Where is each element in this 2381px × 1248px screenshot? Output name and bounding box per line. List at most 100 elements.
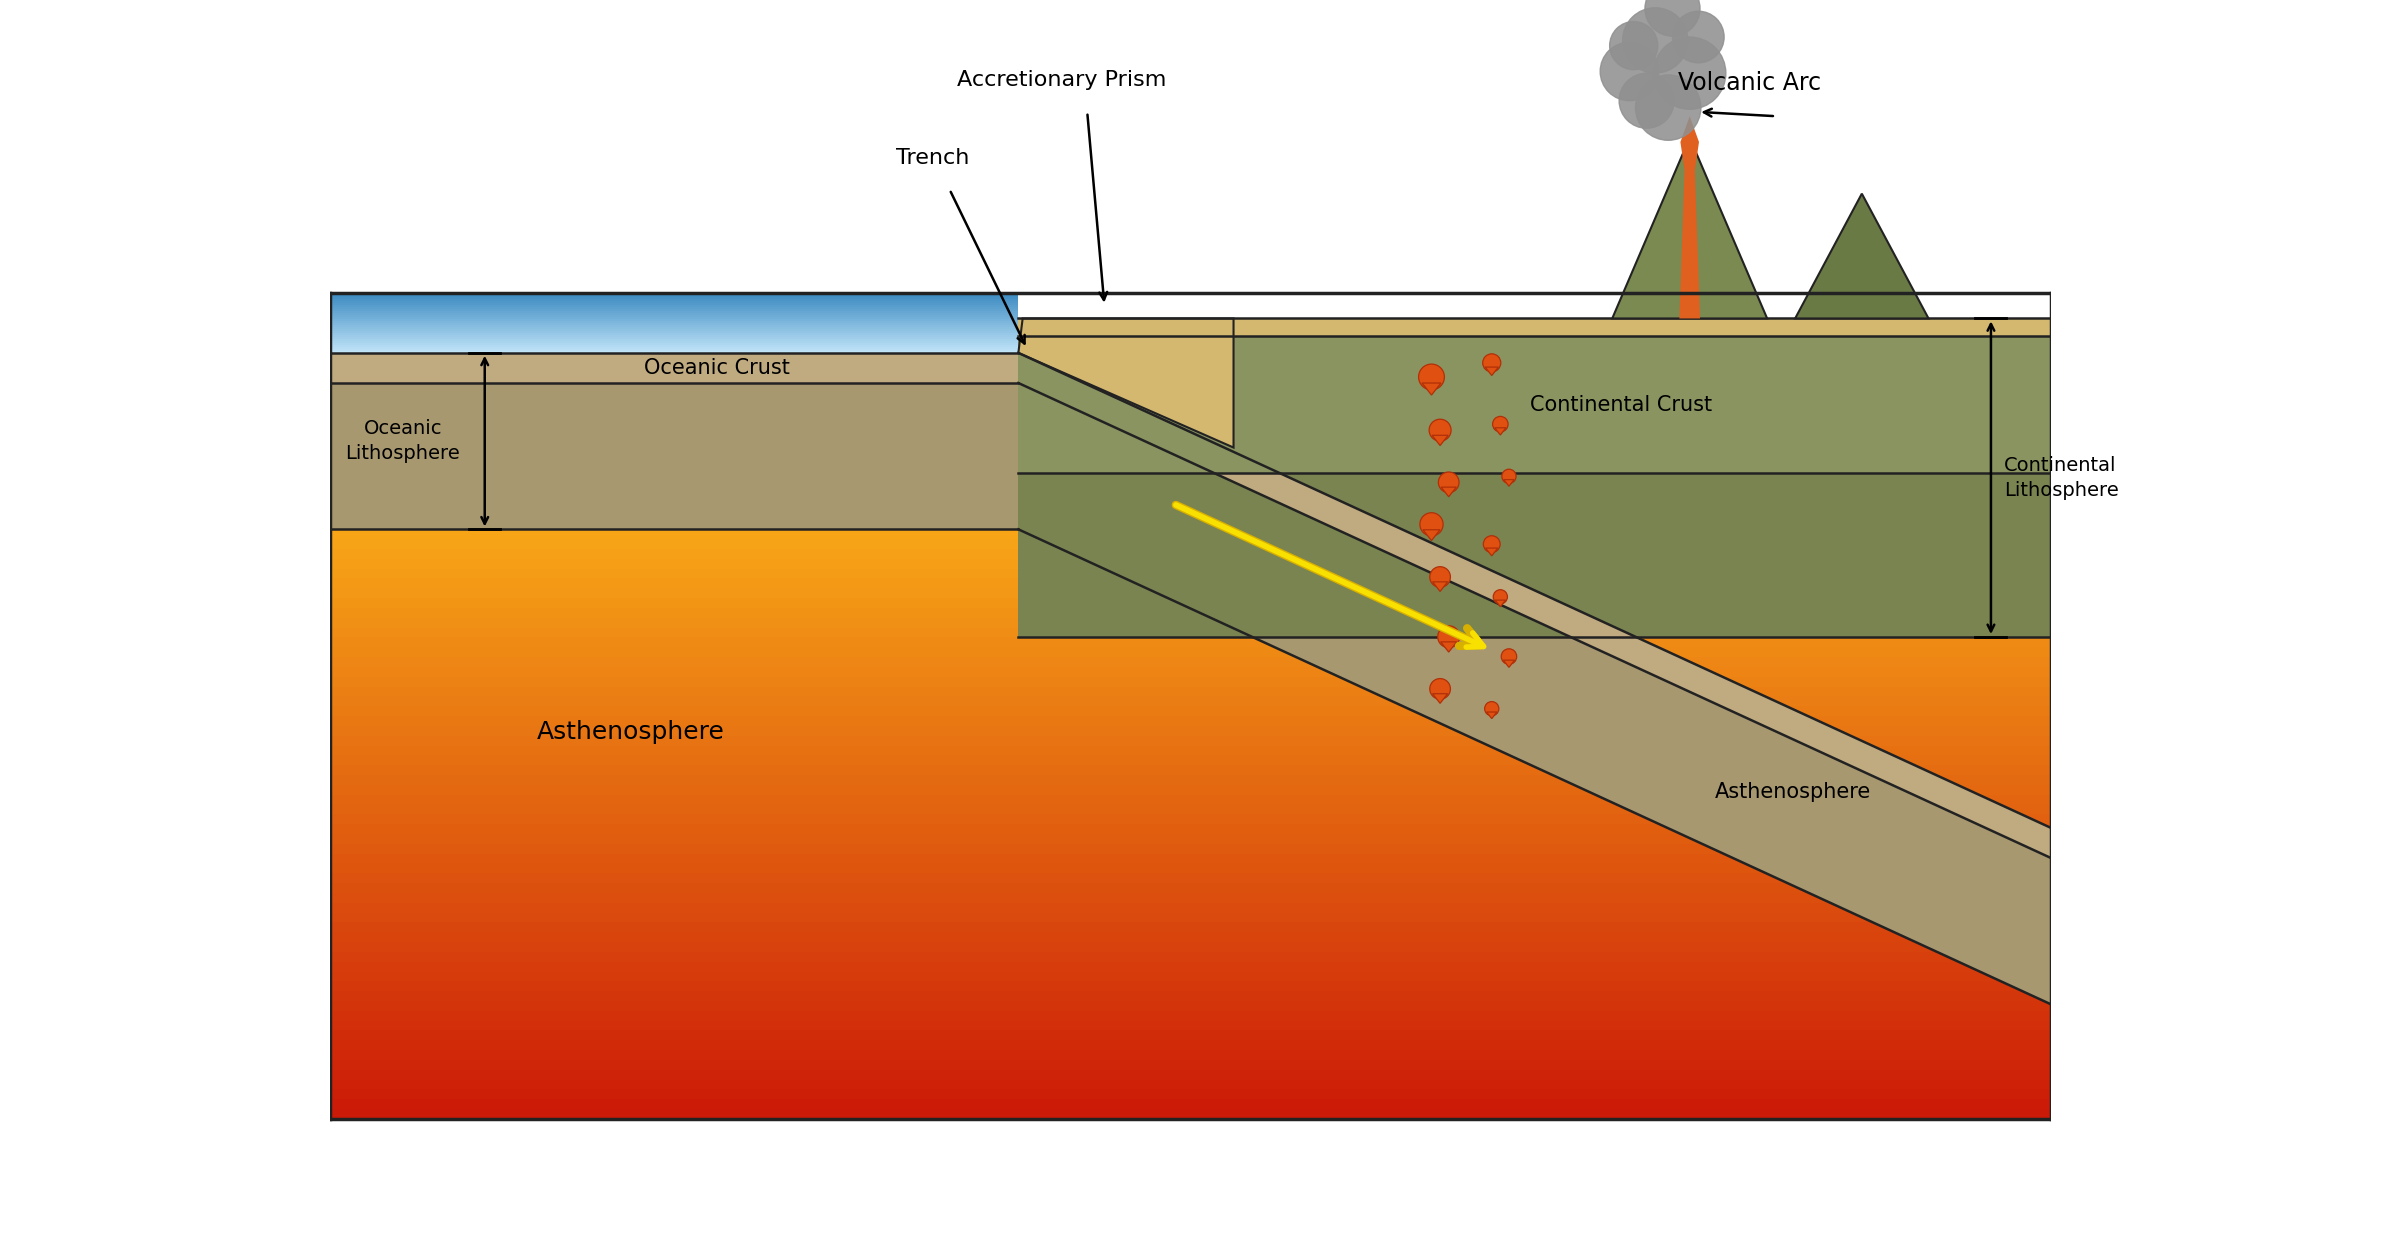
Polygon shape xyxy=(331,1070,2050,1080)
Circle shape xyxy=(1610,21,1657,70)
Polygon shape xyxy=(331,648,2050,656)
Circle shape xyxy=(1619,74,1674,129)
Ellipse shape xyxy=(1500,649,1517,664)
Polygon shape xyxy=(331,297,1019,298)
Polygon shape xyxy=(331,539,2050,549)
Polygon shape xyxy=(331,834,2050,844)
Polygon shape xyxy=(331,656,2050,666)
Polygon shape xyxy=(331,334,1019,337)
Polygon shape xyxy=(331,1050,2050,1060)
Polygon shape xyxy=(331,598,2050,608)
Polygon shape xyxy=(331,569,2050,579)
Polygon shape xyxy=(331,328,1019,331)
Polygon shape xyxy=(331,1109,2050,1119)
Polygon shape xyxy=(1495,600,1505,607)
Polygon shape xyxy=(1441,641,1457,653)
Polygon shape xyxy=(331,805,2050,814)
Polygon shape xyxy=(1486,713,1498,719)
Polygon shape xyxy=(331,349,1019,351)
Polygon shape xyxy=(331,1011,2050,1021)
Polygon shape xyxy=(331,295,1019,297)
Text: Continental Crust: Continental Crust xyxy=(1529,394,1712,414)
Polygon shape xyxy=(331,1021,2050,1031)
Polygon shape xyxy=(331,292,1019,295)
Ellipse shape xyxy=(1438,472,1460,493)
Text: Asthenosphere: Asthenosphere xyxy=(538,720,724,744)
Polygon shape xyxy=(331,298,1019,301)
Polygon shape xyxy=(331,314,1019,317)
Polygon shape xyxy=(331,529,2050,539)
Polygon shape xyxy=(331,686,2050,696)
Polygon shape xyxy=(331,765,2050,775)
Polygon shape xyxy=(1019,318,2050,336)
Text: Accretionary Prism: Accretionary Prism xyxy=(957,70,1167,90)
Polygon shape xyxy=(331,324,1019,327)
Ellipse shape xyxy=(1483,354,1500,372)
Polygon shape xyxy=(331,824,2050,834)
Polygon shape xyxy=(331,628,2050,638)
Polygon shape xyxy=(331,785,2050,795)
Polygon shape xyxy=(1019,473,2050,636)
Polygon shape xyxy=(1505,479,1514,487)
Ellipse shape xyxy=(1483,535,1500,553)
Circle shape xyxy=(1652,37,1726,110)
Ellipse shape xyxy=(1419,364,1445,389)
Polygon shape xyxy=(331,912,2050,922)
Polygon shape xyxy=(331,344,1019,347)
Polygon shape xyxy=(331,854,2050,864)
Polygon shape xyxy=(331,588,2050,598)
Polygon shape xyxy=(1486,548,1498,555)
Polygon shape xyxy=(331,301,1019,303)
Polygon shape xyxy=(1612,137,1767,318)
Polygon shape xyxy=(331,942,2050,952)
Polygon shape xyxy=(331,814,2050,824)
Text: Continental
Lithosphere: Continental Lithosphere xyxy=(2005,456,2119,499)
Polygon shape xyxy=(331,353,2050,859)
Polygon shape xyxy=(1433,694,1448,704)
Polygon shape xyxy=(331,559,2050,569)
Polygon shape xyxy=(1495,428,1507,436)
Circle shape xyxy=(1621,7,1688,74)
Polygon shape xyxy=(331,307,1019,308)
Polygon shape xyxy=(1019,336,2050,473)
Polygon shape xyxy=(1431,436,1448,446)
Polygon shape xyxy=(331,323,1019,324)
Polygon shape xyxy=(1424,529,1441,540)
Ellipse shape xyxy=(1429,567,1450,588)
Polygon shape xyxy=(1421,383,1441,396)
Polygon shape xyxy=(1486,367,1498,376)
Polygon shape xyxy=(331,696,2050,706)
Polygon shape xyxy=(331,932,2050,942)
Polygon shape xyxy=(331,952,2050,962)
Polygon shape xyxy=(331,902,2050,912)
Circle shape xyxy=(1671,11,1724,62)
Polygon shape xyxy=(331,1080,2050,1090)
Ellipse shape xyxy=(1429,679,1450,699)
Polygon shape xyxy=(331,321,1019,323)
Ellipse shape xyxy=(1429,419,1450,441)
Circle shape xyxy=(1636,75,1700,140)
Polygon shape xyxy=(331,317,1019,318)
Polygon shape xyxy=(331,735,2050,745)
Polygon shape xyxy=(331,341,1019,343)
Ellipse shape xyxy=(1419,513,1443,535)
Polygon shape xyxy=(331,303,1019,305)
Ellipse shape xyxy=(1486,701,1500,716)
Ellipse shape xyxy=(1493,417,1507,432)
Text: Oceanic Crust: Oceanic Crust xyxy=(645,358,790,378)
Polygon shape xyxy=(331,333,1019,334)
Polygon shape xyxy=(331,318,1019,321)
Polygon shape xyxy=(1441,487,1457,497)
Polygon shape xyxy=(331,981,2050,991)
Polygon shape xyxy=(331,745,2050,755)
Polygon shape xyxy=(331,305,1019,307)
Polygon shape xyxy=(331,1099,2050,1109)
Polygon shape xyxy=(331,347,1019,349)
Polygon shape xyxy=(331,618,2050,628)
Polygon shape xyxy=(331,311,1019,313)
Ellipse shape xyxy=(1493,590,1507,604)
Polygon shape xyxy=(1795,193,1929,318)
Polygon shape xyxy=(1679,116,1700,318)
Polygon shape xyxy=(331,864,2050,874)
Polygon shape xyxy=(331,1001,2050,1011)
